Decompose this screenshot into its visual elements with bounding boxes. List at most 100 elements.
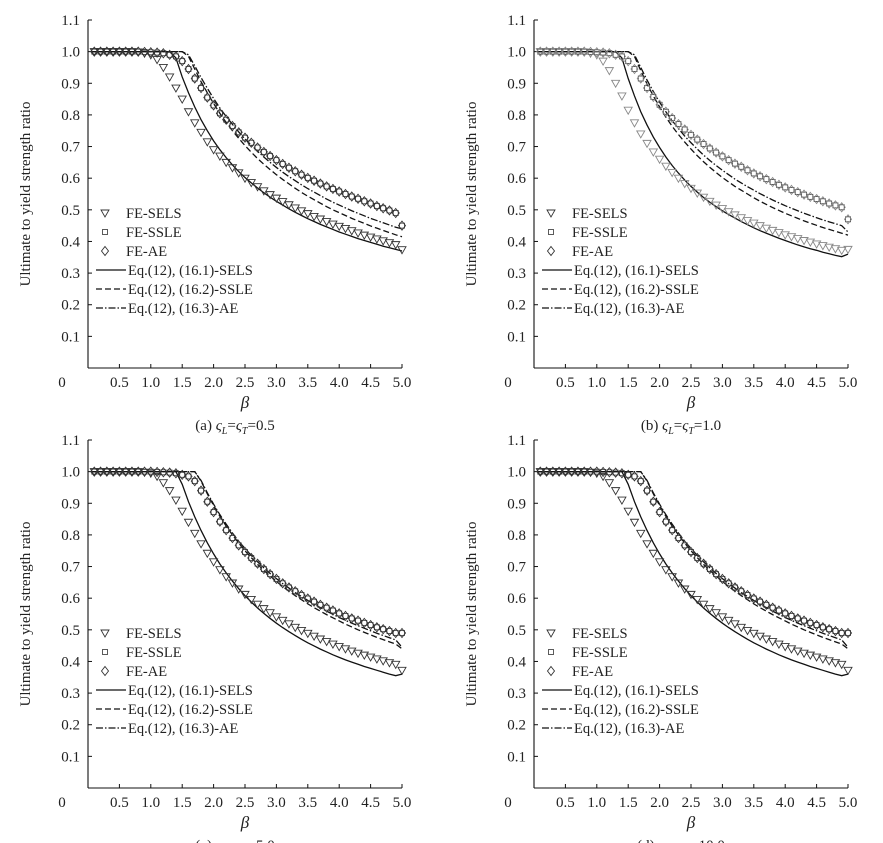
data-point-fe-sels bbox=[246, 179, 257, 188]
legend-label: Eq.(12), (16.1)-SELS bbox=[128, 263, 253, 279]
data-point-fe-ae bbox=[699, 558, 708, 569]
data-point-fe-ssle bbox=[229, 535, 236, 541]
x-axis-label: β bbox=[240, 393, 250, 412]
data-point-fe-ssle bbox=[838, 204, 845, 211]
data-point-fe-ae bbox=[360, 196, 369, 207]
data-point-fe-ae bbox=[284, 582, 294, 593]
x-tick-label: 1.0 bbox=[587, 795, 606, 811]
data-point-fe-ae bbox=[385, 205, 394, 216]
y-tick-label: 0.4 bbox=[61, 654, 80, 670]
data-point-fe-ae bbox=[310, 596, 319, 607]
x-tick-label: 3.5 bbox=[298, 795, 317, 811]
y-axis-label: Ultimate to yield strength ratio bbox=[464, 102, 480, 287]
data-point-fe-ae bbox=[793, 613, 802, 624]
data-point-fe-ssle bbox=[644, 85, 650, 91]
data-point-fe-sels bbox=[548, 468, 558, 477]
legend: FE-SELS FE-SSLE FE-AE Eq.(12), (16.1)-SELS E… bbox=[542, 206, 699, 317]
data-point-fe-ssle bbox=[769, 179, 776, 185]
legend-marker-fe-ssle bbox=[548, 229, 554, 235]
data-point-fe-sels bbox=[799, 237, 809, 246]
data-point-fe-sels bbox=[202, 549, 213, 559]
data-point-fe-ssle bbox=[367, 622, 374, 628]
y-tick-label: 0.8 bbox=[507, 108, 526, 124]
y-tick-label: 0.5 bbox=[507, 203, 526, 219]
x-tick-label: 1.5 bbox=[173, 375, 192, 391]
x-tick-label: 0.5 bbox=[110, 795, 129, 811]
data-point-fe-ae bbox=[234, 127, 243, 138]
data-point-fe-sels bbox=[780, 231, 790, 240]
y-tick-label: 0.8 bbox=[507, 528, 526, 544]
data-point-fe-ssle bbox=[191, 75, 198, 82]
data-point-fe-sels bbox=[617, 92, 627, 101]
data-point-fe-sels bbox=[196, 128, 206, 138]
data-point-fe-sels bbox=[767, 638, 778, 647]
data-point-fe-sels bbox=[635, 529, 646, 539]
data-point-fe-ae bbox=[234, 540, 243, 551]
data-point-fe-ssle bbox=[254, 144, 261, 151]
data-point-fe-sels bbox=[648, 148, 659, 157]
x-axis-label: β bbox=[240, 813, 250, 832]
data-point-fe-ae bbox=[787, 184, 796, 196]
x-tick-label: 3.0 bbox=[267, 795, 286, 811]
data-point-fe-ae bbox=[347, 613, 356, 624]
data-point-fe-ae bbox=[190, 475, 199, 487]
data-point-fe-sels bbox=[215, 566, 225, 575]
data-point-fe-sels bbox=[730, 211, 740, 220]
data-point-fe-ae bbox=[655, 506, 664, 518]
data-point-fe-ssle bbox=[619, 53, 625, 60]
data-point-fe-ae bbox=[335, 186, 344, 197]
data-point-fe-ae bbox=[561, 46, 570, 57]
data-point-fe-ae bbox=[737, 585, 746, 597]
legend-label: Eq.(12), (16.2)-SSLE bbox=[574, 702, 699, 718]
data-point-fe-ae bbox=[806, 617, 815, 629]
data-point-fe-ssle bbox=[719, 575, 726, 582]
x-tick-label: 1.0 bbox=[587, 375, 606, 391]
data-point-fe-sels bbox=[233, 169, 244, 178]
x-tick-label: 3.0 bbox=[713, 375, 732, 391]
data-point-fe-ae bbox=[542, 466, 551, 477]
data-point-fe-sels bbox=[824, 657, 834, 666]
y-tick-label: 0.6 bbox=[61, 591, 80, 607]
data-point-fe-sels bbox=[742, 627, 753, 636]
data-point-fe-sels bbox=[774, 640, 784, 649]
data-point-fe-ssle bbox=[757, 598, 763, 605]
data-point-fe-ssle bbox=[801, 191, 807, 198]
data-point-fe-ae bbox=[831, 200, 840, 211]
data-point-fe-ssle bbox=[267, 153, 274, 159]
y-tick-label: 0.3 bbox=[507, 686, 526, 702]
chart-panel-3: 0.1 0.2 0.3 0.4 0.5 0.6 0.7 0.8 0.9 1.0 1.1 0 0.5 1.0… bbox=[18, 433, 411, 843]
data-point-fe-sels bbox=[548, 48, 558, 57]
data-point-fe-ae bbox=[825, 198, 834, 209]
data-point-fe-ae bbox=[153, 466, 162, 478]
data-point-fe-ae bbox=[121, 466, 130, 477]
y-tick-label: 0.4 bbox=[507, 234, 526, 250]
series-fe-ae bbox=[536, 466, 853, 639]
series-line-eq-12-16-3-ae bbox=[91, 50, 403, 230]
data-point-fe-ae bbox=[140, 466, 149, 477]
legend-marker-fe-sels bbox=[546, 629, 556, 638]
legend-marker-fe-ssle bbox=[102, 649, 108, 655]
data-point-fe-ae bbox=[397, 627, 407, 639]
data-point-fe-ssle bbox=[662, 518, 669, 525]
x-tick-label: 2.5 bbox=[236, 375, 255, 391]
y-tick-label: 0.3 bbox=[61, 266, 80, 282]
data-point-fe-ae bbox=[391, 207, 400, 219]
data-point-fe-ae bbox=[159, 467, 168, 478]
data-point-fe-sels bbox=[560, 468, 571, 477]
data-point-fe-sels bbox=[315, 215, 326, 224]
data-point-fe-ssle bbox=[223, 527, 230, 534]
data-point-fe-sels bbox=[648, 549, 659, 559]
legend: FE-SELS FE-SSLE FE-AE Eq.(12), (16.1)-SELS E… bbox=[96, 626, 253, 737]
data-point-fe-ssle bbox=[317, 601, 324, 608]
data-point-fe-sels bbox=[114, 468, 125, 477]
data-point-fe-sels bbox=[95, 48, 106, 57]
data-point-fe-ssle bbox=[348, 193, 355, 200]
data-point-fe-sels bbox=[290, 204, 301, 213]
data-point-fe-ae bbox=[774, 179, 783, 191]
data-point-fe-ae bbox=[781, 182, 790, 193]
data-point-fe-ssle bbox=[826, 626, 833, 633]
data-point-fe-ssle bbox=[631, 473, 638, 480]
legend-label: Eq.(12), (16.2)-SSLE bbox=[128, 282, 253, 298]
x-tick-label: 3.5 bbox=[744, 375, 763, 391]
data-point-fe-ae bbox=[617, 467, 626, 479]
